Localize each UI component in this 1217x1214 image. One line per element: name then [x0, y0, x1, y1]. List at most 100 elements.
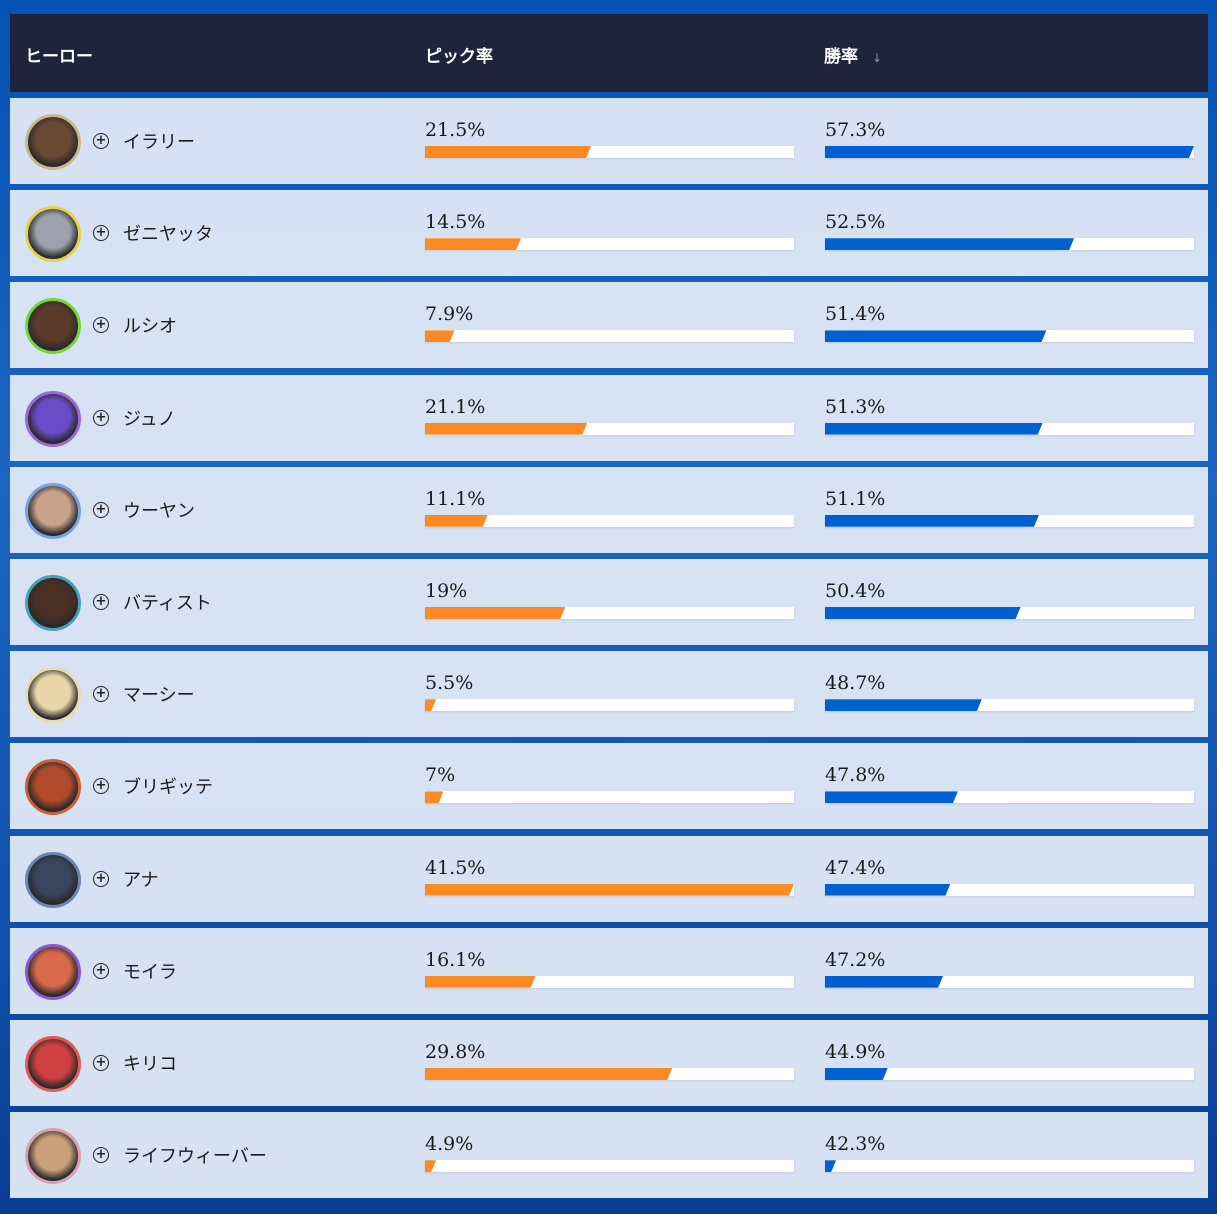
add-icon[interactable]: +: [93, 1147, 109, 1164]
column-header-win-rate-label: 勝率: [824, 47, 858, 67]
pick-rate-value: 19%: [425, 580, 468, 602]
hero-stats-table: ヒーロー ピック率 勝率 ↓ + イラリー 21.5% 57.3% + ゼニヤッタ…: [10, 14, 1208, 1199]
win-rate-bar-fill: [825, 607, 1021, 619]
hero-avatar: [25, 482, 81, 539]
pick-rate-value: 21.1%: [425, 395, 486, 418]
pick-rate-value: 11.1%: [425, 487, 486, 510]
win-rate-bar-fill: [825, 330, 1046, 342]
win-rate-value: 47.2%: [825, 948, 886, 971]
win-rate-bar-fill: [825, 884, 950, 896]
add-icon[interactable]: +: [93, 1055, 109, 1071]
win-rate-bar-fill: [825, 1068, 888, 1080]
table-row[interactable]: + イラリー 21.5% 57.3%: [10, 98, 1208, 184]
table-row[interactable]: + ブリギッテ 7% 47.8%: [10, 743, 1208, 830]
table-row[interactable]: + ジュノ 21.1% 51.3%: [10, 374, 1208, 461]
hero-name: ライフウィーバー: [123, 1146, 267, 1168]
pick-rate-bar-fill: [425, 976, 536, 988]
table-row[interactable]: + ウーヤン 11.1% 51.1%: [10, 466, 1208, 553]
table-row[interactable]: + ライフウィーバー 4.9% 42.3%: [10, 1112, 1208, 1199]
hero-name: バティスト: [123, 593, 212, 614]
win-rate-value: 50.4%: [825, 580, 886, 602]
hero-avatar: [25, 851, 81, 908]
win-rate-value: 57.3%: [825, 119, 886, 141]
win-rate-value: 52.5%: [825, 211, 886, 234]
table-header: ヒーロー ピック率 勝率 ↓: [10, 14, 1208, 92]
pick-rate-bar-fill: [425, 884, 794, 896]
win-rate-bar: [825, 1160, 1194, 1173]
column-header-hero[interactable]: ヒーロー: [25, 47, 93, 67]
win-rate-bar-fill: [825, 146, 1194, 158]
pick-rate-bar-fill: [425, 330, 455, 342]
hero-avatar: [25, 390, 81, 447]
pick-rate-bar-fill: [425, 238, 521, 250]
win-rate-bar: [825, 607, 1194, 619]
pick-rate-value: 7.9%: [425, 303, 474, 326]
win-rate-bar: [825, 330, 1194, 343]
hero-avatar: [25, 298, 81, 355]
pick-rate-bar: [425, 514, 794, 527]
pick-rate-bar-fill: [425, 515, 488, 527]
win-rate-bar: [825, 514, 1194, 527]
column-header-pick-rate[interactable]: ピック率: [425, 47, 493, 67]
win-rate-bar-fill: [825, 699, 982, 711]
win-rate-bar: [825, 146, 1194, 158]
table-row[interactable]: + キリコ 29.8% 44.9%: [10, 1020, 1208, 1106]
win-rate-bar-fill: [825, 515, 1039, 527]
pick-rate-bar: [425, 422, 794, 435]
pick-rate-bar-fill: [425, 1160, 436, 1172]
pick-rate-bar: [425, 146, 794, 158]
add-icon[interactable]: +: [93, 686, 109, 703]
add-icon[interactable]: +: [93, 594, 109, 610]
win-rate-bar: [825, 699, 1194, 712]
hero-name: ルシオ: [123, 316, 177, 338]
pick-rate-bar: [425, 975, 794, 988]
pick-rate-bar: [425, 1068, 794, 1080]
pick-rate-value: 41.5%: [425, 856, 486, 879]
hero-avatar: [25, 114, 81, 170]
hero-avatar: [25, 943, 81, 1000]
pick-rate-value: 5.5%: [425, 672, 474, 695]
add-icon[interactable]: +: [93, 409, 109, 426]
hero-name: イラリー: [123, 132, 195, 153]
table-row[interactable]: + バティスト 19% 50.4%: [10, 559, 1208, 645]
add-icon[interactable]: +: [93, 501, 109, 518]
table-row[interactable]: + アナ 41.5% 47.4%: [10, 835, 1208, 922]
table-row[interactable]: + モイラ 16.1% 47.2%: [10, 927, 1208, 1014]
add-icon[interactable]: +: [93, 778, 109, 795]
add-icon[interactable]: +: [93, 870, 109, 887]
add-icon[interactable]: +: [93, 317, 109, 334]
add-icon[interactable]: +: [93, 133, 109, 149]
hero-avatar: [25, 575, 81, 631]
pick-rate-bar-fill: [425, 791, 443, 803]
win-rate-bar: [825, 883, 1194, 896]
hero-name: ゼニヤッタ: [123, 224, 213, 246]
pick-rate-bar-fill: [425, 699, 436, 711]
sort-arrow-icon: ↓: [872, 51, 883, 65]
table-row[interactable]: + マーシー 5.5% 48.7%: [10, 651, 1208, 738]
pick-rate-bar: [425, 699, 794, 712]
win-rate-bar: [825, 791, 1194, 804]
hero-name: ジュノ: [123, 408, 176, 430]
pick-rate-value: 4.9%: [425, 1133, 474, 1156]
pick-rate-bar: [425, 1160, 794, 1173]
column-header-win-rate[interactable]: 勝率 ↓: [824, 42, 882, 67]
add-icon[interactable]: +: [93, 225, 109, 242]
win-rate-value: 47.8%: [825, 764, 886, 787]
add-icon[interactable]: +: [93, 962, 109, 979]
pick-rate-bar: [425, 330, 794, 343]
hero-name: ウーヤン: [123, 500, 195, 522]
win-rate-value: 44.9%: [825, 1041, 886, 1063]
win-rate-bar: [825, 422, 1194, 435]
table-row[interactable]: + ゼニヤッタ 14.5% 52.5%: [10, 190, 1208, 277]
win-rate-bar: [825, 1068, 1194, 1080]
hero-avatar: [25, 1128, 81, 1185]
win-rate-value: 51.1%: [825, 487, 886, 510]
win-rate-bar-fill: [825, 791, 958, 803]
pick-rate-bar-fill: [425, 423, 587, 435]
win-rate-bar-fill: [825, 238, 1074, 250]
pick-rate-value: 21.5%: [425, 119, 486, 141]
pick-rate-bar: [425, 883, 794, 896]
table-row[interactable]: + ルシオ 7.9% 51.4%: [10, 282, 1208, 369]
hero-avatar: [25, 759, 81, 816]
win-rate-value: 51.3%: [825, 395, 886, 418]
